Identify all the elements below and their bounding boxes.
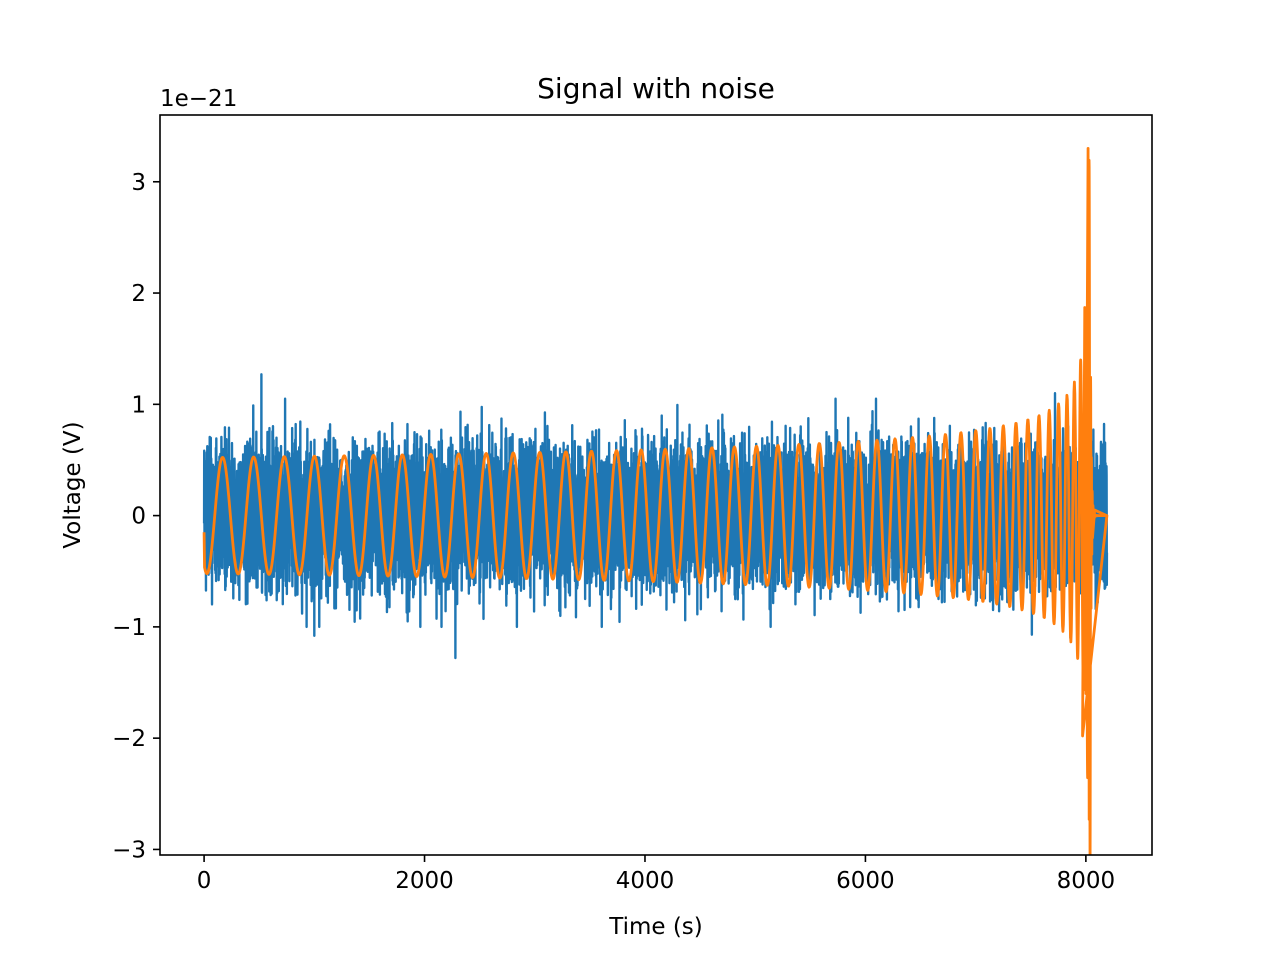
chirp-series-line [202,146,1109,855]
y-axis-label: Voltage (V) [60,421,86,548]
x-tick-label: 6000 [836,868,895,894]
y-offset-label: 1e−21 [160,86,237,112]
x-axis-label: Time (s) [608,914,703,940]
y-axis: −3 −2 −1 0 1 2 3 [112,170,160,863]
plot-frame [159,114,1153,856]
x-tick-label: 8000 [1057,868,1116,894]
x-tick-label: 0 [197,868,212,894]
series-layer [202,146,1109,855]
chart-title: Signal with noise [537,72,775,105]
x-tick-label: 4000 [616,868,675,894]
x-axis: 0 2000 4000 6000 8000 [197,855,1115,894]
y-tick-label: 1 [131,392,146,418]
y-tick-label: −2 [112,726,146,752]
y-tick-label: −1 [112,615,146,641]
y-tick-label: 3 [131,170,146,196]
y-tick-label: −3 [112,837,146,863]
y-tick-label: 0 [131,504,146,530]
y-tick-label: 2 [131,281,146,307]
x-tick-label: 2000 [395,868,454,894]
